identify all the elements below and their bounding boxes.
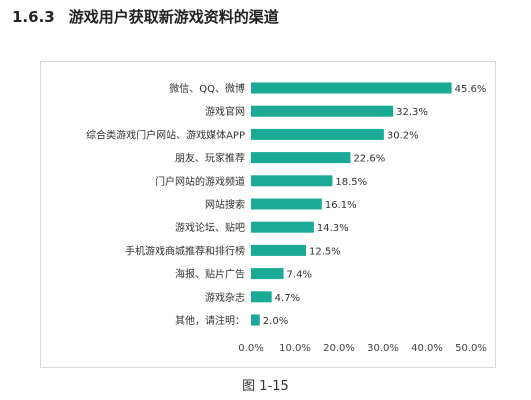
bar [251,291,272,303]
bar [251,152,351,164]
bar [251,198,322,210]
section-title: 游戏用户获取新游戏资料的渠道 [68,8,279,26]
bar [251,314,260,326]
section-heading: 1.6.3 游戏用户获取新游戏资料的渠道 [12,6,279,27]
x-tick-label: 40.0% [411,343,443,354]
data-label: 12.5% [309,246,341,257]
category-label: 手机游戏商城推荐和排行榜 [125,244,245,257]
data-label: 45.6% [455,84,487,95]
data-label: 16.1% [325,200,357,211]
bar [251,221,314,233]
category-label: 综合类游戏门户网站、游戏媒体APP [86,128,245,141]
bar [251,175,333,187]
category-label: 其他，请注明： [175,314,245,327]
category-label: 游戏杂志 [205,291,245,304]
bar [251,244,306,256]
data-label: 4.7% [275,293,300,304]
category-label: 朋友、玩家推荐 [175,152,245,165]
bar [251,105,394,117]
data-label: 30.2% [387,130,419,141]
data-label: 7.4% [287,270,312,281]
figure-frame [40,61,496,368]
data-label: 22.6% [353,154,385,165]
bar [251,82,452,94]
category-label: 微信、QQ、微博 [169,82,245,95]
x-tick-label: 20.0% [323,343,355,354]
category-label: 游戏官网 [205,105,245,118]
category-label: 海报、贴片广告 [175,268,245,281]
category-label: 游戏论坛、贴吧 [175,221,245,234]
x-tick-label: 50.0% [455,343,487,354]
figure-caption: 图 1-15 [242,379,289,394]
section-number: 1.6.3 [12,8,55,26]
data-label: 2.0% [263,316,288,327]
x-tick-label: 0.0% [238,343,263,354]
bar-chart: 微信、QQ、微博 45.6% 游戏官网 32.3% 综合类游戏门户网站、游戏媒体APP 3… [86,82,487,354]
bar [251,268,284,280]
x-tick-label: 30.0% [367,343,399,354]
data-label: 32.3% [396,107,428,118]
bar [251,128,384,140]
data-label: 18.5% [335,177,367,188]
x-tick-label: 10.0% [279,343,311,354]
category-label: 门户网站的游戏频道 [155,175,245,188]
data-label: 14.3% [317,223,349,234]
category-label: 网站搜索 [205,198,245,211]
